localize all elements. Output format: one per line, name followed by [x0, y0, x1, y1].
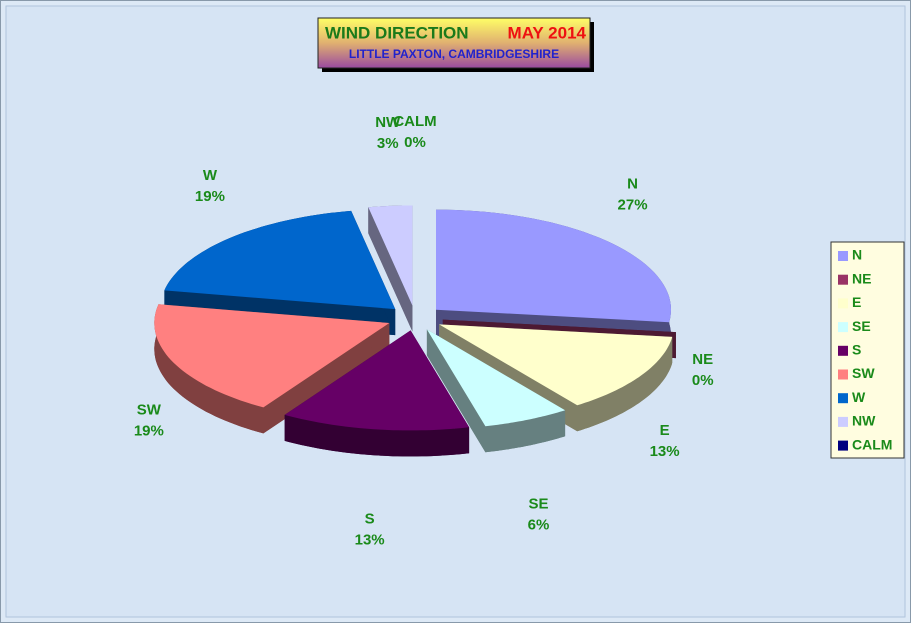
legend-label: S [852, 342, 861, 358]
slice [154, 304, 390, 408]
legend-swatch [838, 322, 848, 333]
slice [284, 330, 470, 431]
data-label-category: NW [375, 114, 401, 131]
data-label-category: E [660, 422, 670, 439]
legend-swatch [838, 369, 848, 380]
data-label: 13% [355, 532, 385, 549]
slice [368, 205, 413, 332]
slice [284, 330, 470, 457]
legend-swatch [838, 393, 848, 404]
data-label: 6% [528, 516, 550, 533]
data-label-category: W [203, 167, 218, 184]
legend-swatch [838, 298, 848, 309]
legend-swatch [838, 251, 848, 261]
slice-side [426, 329, 486, 453]
slice [164, 210, 396, 310]
slice-rim [577, 336, 673, 432]
legend-label: NW [852, 413, 876, 429]
legend-label: SE [852, 318, 871, 334]
legend-label: SW [852, 365, 875, 381]
legend-swatch [838, 274, 848, 285]
data-label-category: NE [692, 351, 713, 368]
data-label: 13% [650, 443, 680, 460]
data-label-category: SW [137, 401, 162, 418]
chart-title: WIND DIRECTION [325, 23, 469, 42]
slice [426, 329, 566, 453]
slice [426, 329, 566, 427]
data-label: 0% [404, 134, 426, 151]
data-label: 0% [692, 372, 714, 389]
data-label-category: N [627, 176, 638, 193]
legend-swatch [838, 440, 848, 451]
legend-swatch [838, 345, 848, 356]
slice [368, 205, 413, 306]
legend-label: N [852, 247, 862, 263]
chart-subtitle: LITTLE PAXTON, CAMBRIDGESHIRE [349, 47, 559, 61]
slice-rim [284, 414, 470, 457]
slice [442, 319, 676, 333]
legend-label: NE [852, 270, 871, 286]
slice [436, 209, 671, 323]
data-label: 19% [195, 188, 225, 205]
slice [439, 324, 673, 406]
slice-rim [485, 410, 566, 453]
data-label: 19% [134, 422, 164, 439]
data-label-category: CALM [393, 113, 436, 130]
slice [154, 304, 390, 434]
title-box [317, 17, 591, 69]
legend-label: E [852, 294, 861, 310]
slice-side [368, 207, 413, 332]
legend-label: CALM [852, 436, 892, 452]
data-label-category: SE [528, 495, 548, 512]
data-label: 3% [377, 135, 399, 152]
data-label-category: S [365, 511, 375, 528]
chart-title-period: MAY 2014 [508, 23, 587, 42]
data-label: 27% [618, 197, 648, 214]
slice-rim [154, 304, 264, 434]
slice-side [263, 323, 390, 434]
legend-swatch [838, 416, 848, 427]
legend-label: W [852, 389, 866, 405]
